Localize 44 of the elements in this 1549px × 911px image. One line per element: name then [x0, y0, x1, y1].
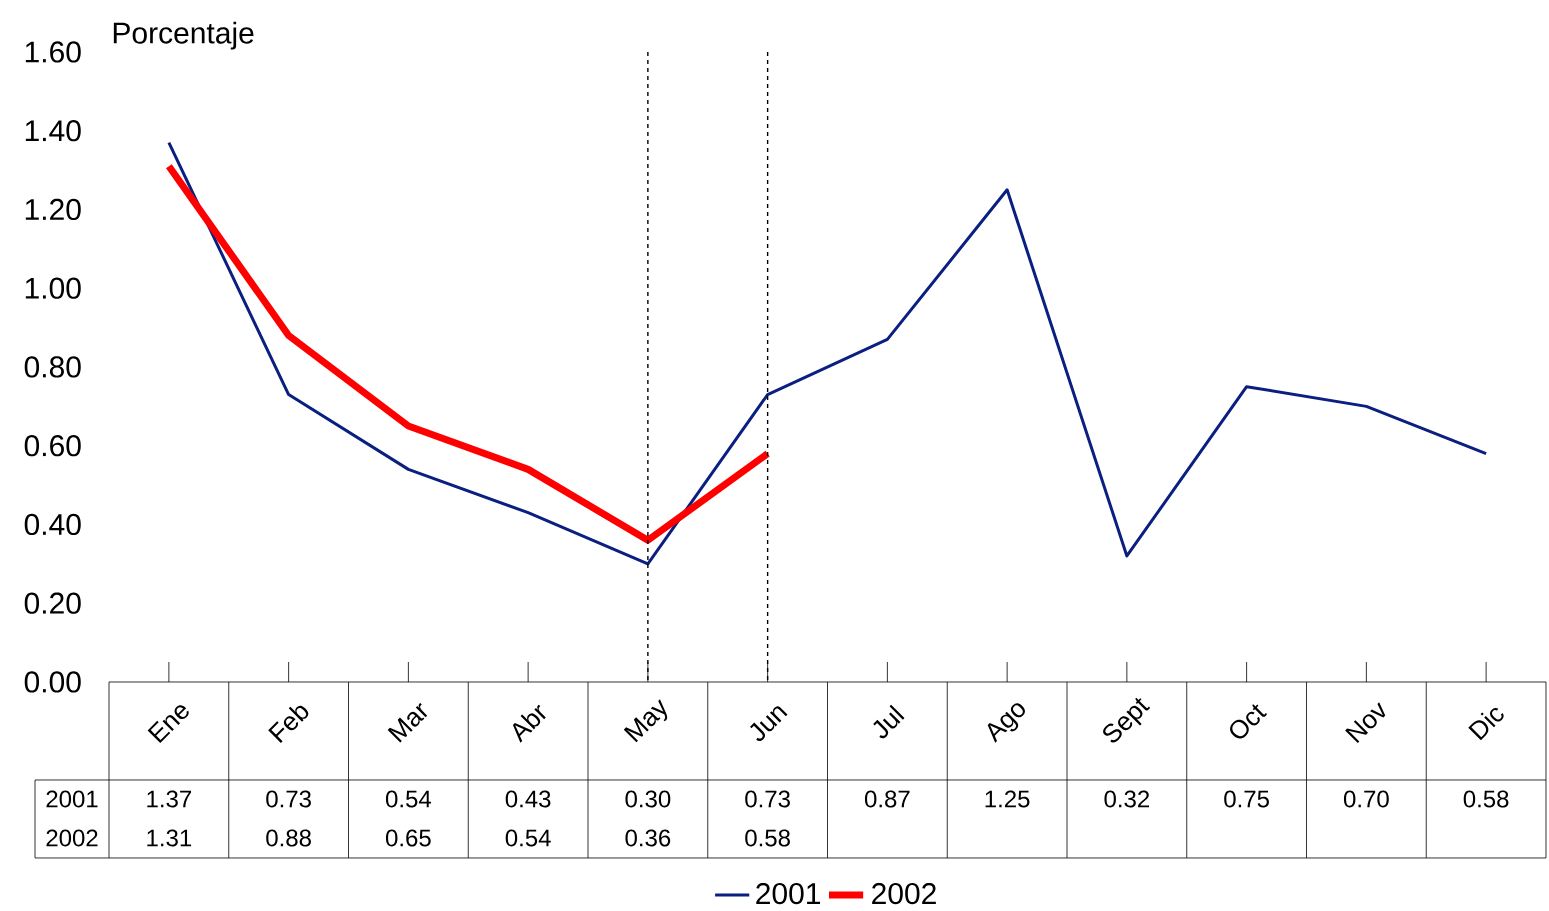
x-tick-label: Abr: [512, 704, 546, 743]
y-tick-label: 1.20: [25, 198, 81, 221]
y-axis-title: Porcentaje: [113, 21, 254, 50]
data-label: 0.88: [266, 829, 311, 847]
data-label: 0.43: [505, 790, 551, 808]
y-tick-label: 0.40: [24, 513, 81, 536]
text: 2001: [46, 790, 98, 808]
data-label: 0.58: [745, 829, 790, 847]
line-series: [167, 141, 1488, 566]
data-label: 0.73: [266, 790, 311, 808]
x-tick-label: Jun: [750, 706, 788, 741]
y-tick-label: 1.40: [25, 120, 81, 142]
data-label: 0.54: [505, 829, 551, 847]
data-label: 1.25: [985, 790, 1030, 808]
y-tick-label: 1.60: [25, 41, 81, 63]
x-tick-label: May: [623, 699, 668, 743]
data-label: 0.30: [625, 790, 671, 808]
x-tick-label: Dic: [1468, 707, 1504, 741]
x-tick-label: Ago: [987, 703, 1025, 743]
data-label: 0.65: [385, 829, 431, 847]
data-label: 0.36: [625, 829, 671, 847]
x-tick-label: Oct: [1230, 704, 1268, 739]
data-label: 0.58: [1463, 790, 1509, 808]
data-label: 1.37: [147, 790, 192, 808]
data-label: 0.75: [1224, 790, 1269, 808]
data-label: 0.87: [864, 790, 910, 808]
text: 2002: [46, 829, 98, 847]
y-tick-label: 0.80: [24, 356, 81, 378]
x-tick-label: Feb: [268, 705, 309, 743]
data-label: 0.32: [1104, 790, 1150, 808]
y-tick-label: 0.00: [24, 671, 81, 693]
y-tick-label: 0.20: [24, 592, 81, 614]
x-tick-label: Nov: [1345, 702, 1386, 744]
data-label: 0.73: [745, 790, 790, 808]
data-label: 0.54: [385, 790, 432, 808]
legend-label: 2002: [872, 882, 936, 905]
y-tick-label: 1.00: [25, 277, 81, 299]
data-label: 0.70: [1343, 790, 1389, 808]
data-label: 1.31: [147, 829, 192, 847]
x-tick-label: Jul: [873, 704, 905, 739]
y-tick-label: 0.60: [24, 435, 81, 457]
x-tick-label: Mar: [387, 702, 428, 743]
legend-label: 2001: [756, 882, 821, 905]
x-tick-label: Ene: [147, 705, 189, 744]
